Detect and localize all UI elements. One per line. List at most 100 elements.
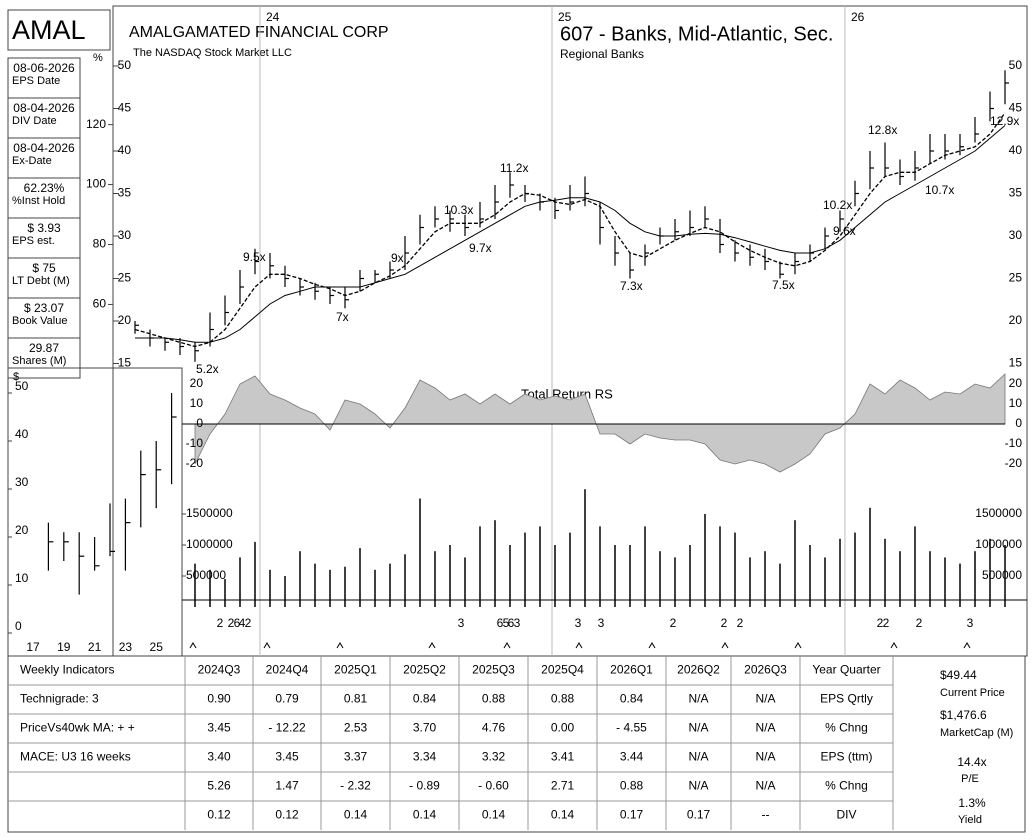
summary-label: P/E: [961, 773, 979, 785]
table-header-cell: 2026Q3: [744, 663, 787, 677]
volume-tick-label-right: 1500000: [975, 506, 1022, 520]
y-tick-label-right: 45: [1009, 101, 1023, 115]
summary-label: Current Price: [940, 687, 1005, 699]
sidebar-value: $ 75: [32, 261, 56, 275]
sidebar-label: %Inst Hold: [12, 195, 65, 207]
pe-annotation: 7x: [336, 310, 349, 324]
table-header-cell: 2025Q1: [334, 663, 377, 677]
event-label: 2: [916, 616, 923, 630]
quarter-caret: [336, 642, 344, 649]
table-cell: - 0.89: [409, 779, 440, 793]
summary-label: MarketCap (M): [940, 727, 1013, 739]
table-cell: 4.76: [482, 721, 506, 735]
table-cell: 0.12: [275, 808, 299, 822]
volume-tick-label: 500000: [186, 568, 226, 582]
quarter-caret: [263, 642, 271, 649]
y-tick-label-right: 35: [1009, 186, 1023, 200]
quarter-caret: [890, 642, 898, 649]
table-header-cell: 2025Q3: [472, 663, 515, 677]
y-tick-label-right: 50: [1009, 58, 1023, 72]
industry: 607 - Banks, Mid-Atlantic, Sec.: [560, 23, 833, 45]
rs-tick-label-right: 0: [1015, 416, 1022, 430]
table-cell: - 2.32: [340, 779, 371, 793]
table-cell: N/A: [688, 750, 708, 764]
y-tick-label: 30: [118, 228, 132, 242]
table-header-cell: 2024Q3: [198, 663, 241, 677]
event-label: 2: [245, 616, 252, 630]
table-cell: 0.84: [620, 692, 644, 706]
annual-x-label: 21: [88, 640, 102, 654]
x-tick-label: 24: [266, 10, 280, 24]
sidebar-value: 29.87: [29, 341, 59, 355]
sidebar-value: $ 23.07: [24, 301, 64, 315]
table-cell: 0.79: [275, 692, 299, 706]
table-header-cell: Year Quarter: [812, 663, 880, 677]
sidebar-label: EPS Date: [12, 75, 60, 87]
rs-area: [194, 373, 1006, 473]
table-cell: 3.45: [207, 721, 231, 735]
pe-annotation: 10.7x: [925, 183, 954, 197]
sidebar-value: $ 3.93: [27, 221, 61, 235]
sidebar-label: LT Debt (M): [12, 275, 70, 287]
annual-y-label: 20: [15, 523, 29, 537]
table-cell: 0.90: [207, 692, 231, 706]
table-cell: 5.26: [207, 779, 231, 793]
table-cell: 3.34: [413, 750, 437, 764]
table-cell: N/A: [755, 750, 775, 764]
annual-y-label: 30: [15, 475, 29, 489]
volume-tick-label: 1000000: [186, 537, 233, 551]
table-cell: 0.14: [482, 808, 506, 822]
quarter-caret: [963, 642, 971, 649]
pe-annotation: 10.2x: [823, 198, 852, 212]
volume-tick-label-right: 500000: [982, 568, 1022, 582]
rs-tick-label: -20: [186, 456, 204, 470]
table-cell: - 12.22: [268, 721, 306, 735]
pe-annotation: 5.2x: [196, 362, 219, 376]
table-cell: 0.00: [551, 721, 575, 735]
exchange: The NASDAQ Stock Market LLC: [133, 47, 292, 59]
event-label: 6: [508, 616, 515, 630]
pe-annotation: 9x: [391, 251, 404, 265]
table-cell: 0.84: [413, 692, 437, 706]
sidebar-value: 62.23%: [24, 181, 65, 195]
table-cell: --: [762, 808, 770, 822]
y-tick-label: 40: [118, 143, 132, 157]
table-cell: 2.71: [551, 779, 575, 793]
table-cell: N/A: [755, 779, 775, 793]
pe-annotation: 9.7x: [469, 241, 492, 255]
table-cell: N/A: [688, 721, 708, 735]
sidebar-value: 08-04-2026: [13, 141, 75, 155]
table-header-cell: 2026Q1: [610, 663, 653, 677]
sidebar-box: [7, 337, 81, 379]
table-frame: [7, 655, 1026, 833]
table-cell: 0.14: [344, 808, 368, 822]
table-cell: Technigrade: 3: [20, 692, 99, 706]
quarter-caret: [189, 642, 197, 649]
event-label: 3: [514, 616, 521, 630]
table-header-cell: Weekly Indicators: [20, 663, 114, 677]
quarter-caret: [794, 642, 802, 649]
event-label: 2: [877, 616, 884, 630]
pe-annotation: 11.2x: [500, 161, 528, 175]
rs-tick-label: 20: [190, 376, 204, 390]
table-cell: 3.45: [275, 750, 299, 764]
symbol-box: [7, 9, 111, 51]
company: AMALGAMATED FINANCIAL CORP: [129, 24, 389, 41]
table-cell: 3.32: [482, 750, 506, 764]
y-tick-label: 15: [118, 356, 132, 370]
table-cell: EPS Qrtly: [820, 692, 873, 706]
pct-axis-label: %: [93, 52, 103, 64]
table-cell: DIV: [836, 808, 856, 822]
event-label: 2: [228, 616, 235, 630]
table-cell: 3.37: [344, 750, 368, 764]
table-cell: 1.47: [275, 779, 299, 793]
table-cell: PriceVs40wk MA: + +: [20, 721, 135, 735]
rs-tick-label: -10: [186, 436, 204, 450]
annual-y-label: 0: [15, 619, 22, 633]
table-cell: 0.88: [551, 692, 575, 706]
sector: Regional Banks: [560, 47, 644, 61]
quarter-caret: [721, 642, 729, 649]
y-tick-label-right: 25: [1009, 271, 1023, 285]
quarter-caret: [428, 642, 436, 649]
quarter-caret: [503, 642, 511, 649]
